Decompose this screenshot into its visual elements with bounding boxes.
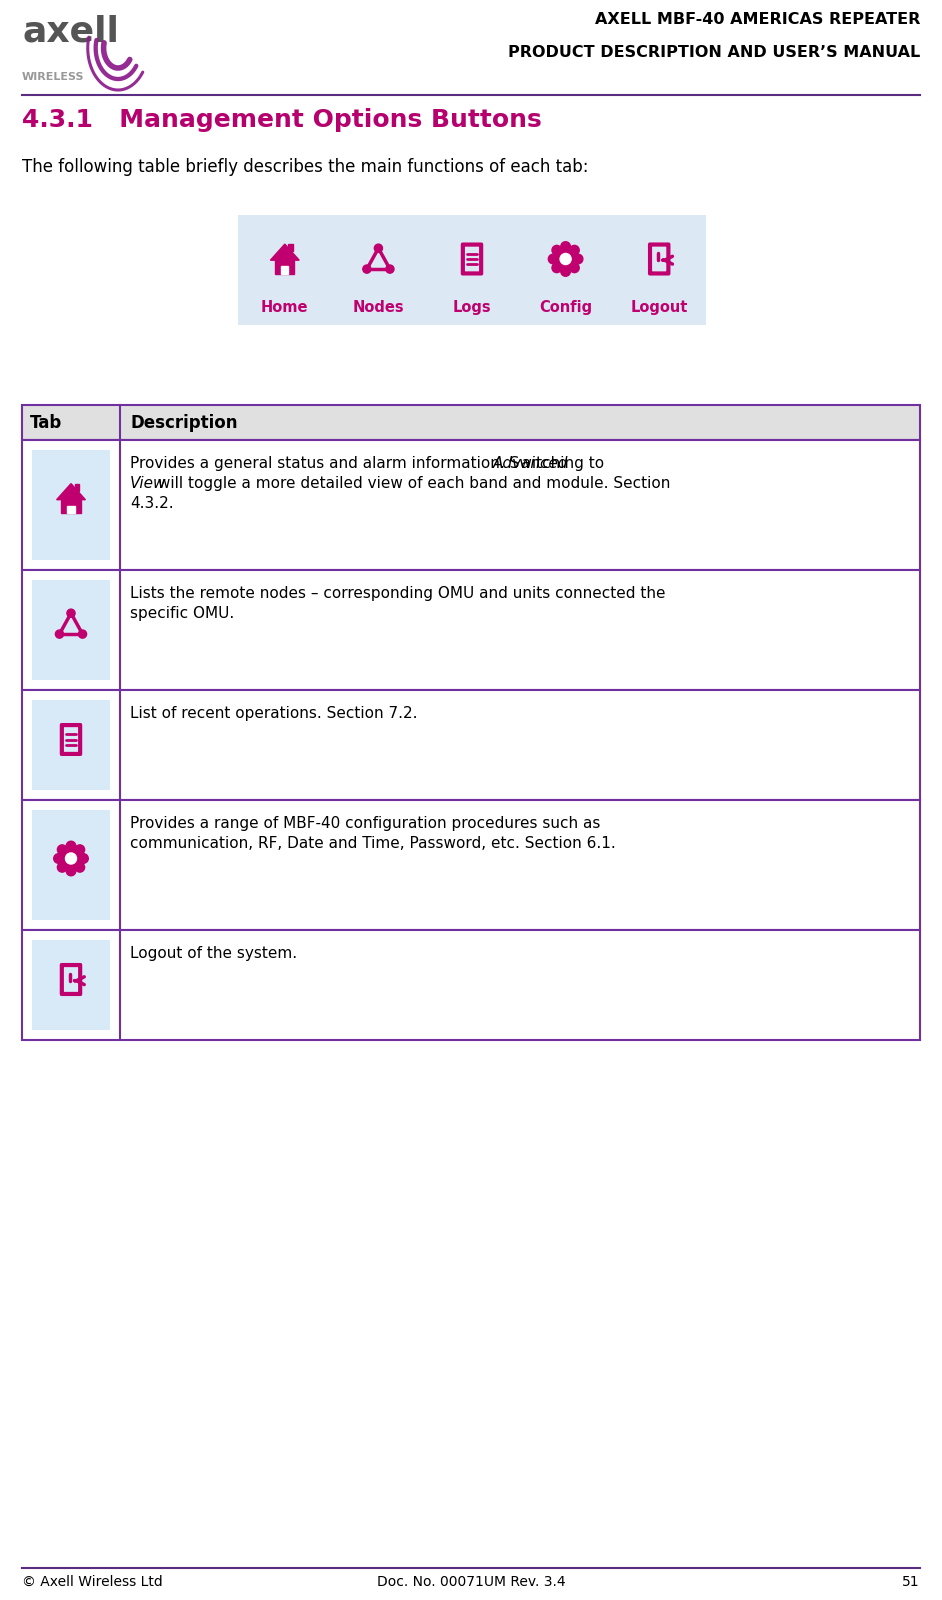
Bar <box>61 499 81 514</box>
Text: Nodes: Nodes <box>352 301 404 315</box>
Text: Provides a range of MBF-40 configuration procedures such as: Provides a range of MBF-40 configuration… <box>130 816 600 830</box>
Text: Lists the remote nodes – corresponding OMU and units connected the: Lists the remote nodes – corresponding O… <box>130 586 665 602</box>
Circle shape <box>548 254 558 264</box>
Circle shape <box>56 630 63 638</box>
Circle shape <box>75 862 85 872</box>
Circle shape <box>374 245 382 253</box>
Circle shape <box>560 253 571 264</box>
Text: 4.3.1   Management Options Buttons: 4.3.1 Management Options Buttons <box>22 109 542 133</box>
Circle shape <box>560 242 571 251</box>
Bar <box>32 939 110 1030</box>
Circle shape <box>78 630 87 638</box>
Bar <box>32 450 110 560</box>
Text: Provides a general status and alarm information. Switching to: Provides a general status and alarm info… <box>130 456 609 470</box>
Text: Logout: Logout <box>630 301 688 315</box>
Text: Home: Home <box>51 542 91 557</box>
Bar <box>22 440 920 570</box>
Text: Logout: Logout <box>47 1013 95 1026</box>
Bar <box>282 266 288 274</box>
Text: 4.3.2.: 4.3.2. <box>130 496 173 510</box>
Circle shape <box>66 866 75 875</box>
Circle shape <box>57 845 67 854</box>
Circle shape <box>552 245 561 254</box>
Bar <box>238 214 706 325</box>
Circle shape <box>54 854 63 864</box>
Text: Config: Config <box>539 301 593 315</box>
Bar <box>74 483 79 491</box>
Text: List of recent operations. Section 7.2.: List of recent operations. Section 7.2. <box>130 706 417 722</box>
Bar <box>32 810 110 920</box>
Text: Logs: Logs <box>453 301 492 315</box>
Text: Config: Config <box>48 902 93 915</box>
Text: View: View <box>130 477 167 491</box>
Circle shape <box>363 266 371 274</box>
Bar <box>275 261 295 274</box>
Bar <box>22 690 920 800</box>
Circle shape <box>67 610 75 618</box>
Text: Home: Home <box>261 301 309 315</box>
Text: AXELL MBF-40 AMERICAS REPEATER: AXELL MBF-40 AMERICAS REPEATER <box>594 11 920 27</box>
Circle shape <box>570 262 579 272</box>
Bar <box>22 570 920 690</box>
Circle shape <box>570 245 579 254</box>
Circle shape <box>574 254 583 264</box>
Circle shape <box>386 266 394 274</box>
Text: 51: 51 <box>902 1574 920 1589</box>
Text: Logout of the system.: Logout of the system. <box>130 946 297 962</box>
Text: © Axell Wireless Ltd: © Axell Wireless Ltd <box>22 1574 163 1589</box>
Circle shape <box>59 848 82 870</box>
Text: Tab: Tab <box>30 413 62 432</box>
Text: Logs: Logs <box>55 773 88 786</box>
Text: PRODUCT DESCRIPTION AND USER’S MANUAL: PRODUCT DESCRIPTION AND USER’S MANUAL <box>508 45 920 59</box>
Text: communication, RF, Date and Time, Password, etc. Section 6.1.: communication, RF, Date and Time, Passwo… <box>130 835 616 851</box>
Text: will toggle a more detailed view of each band and module. Section: will toggle a more detailed view of each… <box>154 477 671 491</box>
Circle shape <box>66 853 76 864</box>
Text: The following table briefly describes the main functions of each tab:: The following table briefly describes th… <box>22 158 589 176</box>
Text: Nodes: Nodes <box>49 662 93 675</box>
Text: WIRELESS: WIRELESS <box>22 72 85 82</box>
Bar <box>22 405 920 440</box>
Circle shape <box>552 262 561 272</box>
Circle shape <box>79 854 89 864</box>
Text: Description: Description <box>130 413 237 432</box>
Text: axell: axell <box>22 14 119 50</box>
Polygon shape <box>270 245 300 261</box>
Circle shape <box>554 248 577 270</box>
Bar <box>32 701 110 790</box>
Bar <box>68 506 74 514</box>
Bar <box>22 800 920 930</box>
Circle shape <box>66 842 75 851</box>
Circle shape <box>560 267 571 277</box>
Circle shape <box>75 845 85 854</box>
Text: specific OMU.: specific OMU. <box>130 606 235 621</box>
Circle shape <box>57 862 67 872</box>
Bar <box>22 930 920 1040</box>
Bar <box>288 245 293 251</box>
Polygon shape <box>57 483 86 499</box>
Text: Doc. No. 00071UM Rev. 3.4: Doc. No. 00071UM Rev. 3.4 <box>377 1574 565 1589</box>
Bar <box>32 579 110 680</box>
Text: Advanced: Advanced <box>493 456 568 470</box>
